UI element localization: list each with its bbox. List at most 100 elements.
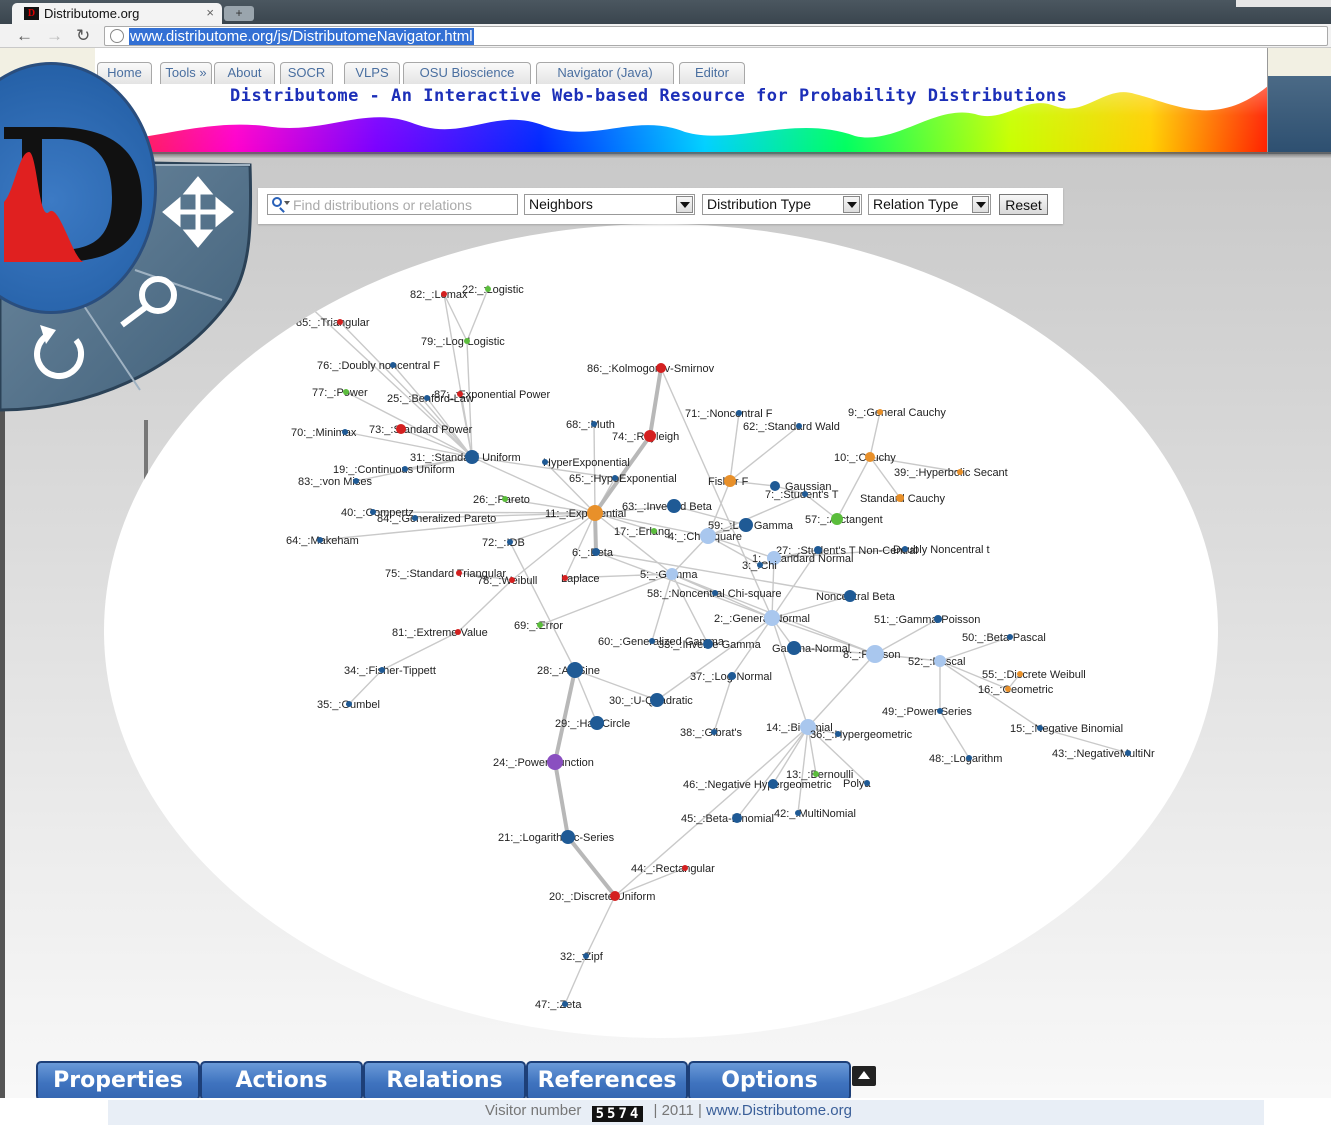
graph-edge[interactable] xyxy=(553,761,570,838)
node-marker[interactable] xyxy=(724,475,736,487)
node-label[interactable]: 55:_:Discrete Weibull xyxy=(982,669,1086,681)
distribution-node[interactable]: 4:_:Chi-Square xyxy=(668,528,742,544)
tab-references[interactable]: References xyxy=(526,1061,688,1101)
distribution-node[interactable]: 83:_:von Mises xyxy=(298,476,372,488)
site-nav-tab[interactable]: OSU Bioscience xyxy=(403,62,531,84)
graph-edge[interactable] xyxy=(319,512,596,541)
relation-type-select[interactable]: Relation Type xyxy=(868,194,991,215)
forward-arrow-icon[interactable]: → xyxy=(46,26,63,45)
node-marker[interactable] xyxy=(957,469,963,475)
node-marker[interactable] xyxy=(485,286,491,292)
search-icon[interactable] xyxy=(272,197,282,207)
graph-edge[interactable] xyxy=(939,660,1041,729)
graph-edge[interactable] xyxy=(771,595,851,619)
distribution-node[interactable]: 7:_:Student's T xyxy=(765,489,839,501)
distribution-node[interactable]: 46:_:Negative Hypergeometric xyxy=(683,779,832,791)
node-label[interactable]: 7:_:Student's T xyxy=(765,489,839,501)
site-nav-tab[interactable]: Tools » xyxy=(160,62,212,84)
node-marker[interactable] xyxy=(656,363,666,373)
tab-actions[interactable]: Actions xyxy=(200,1061,363,1101)
distribution-node[interactable]: 30:_:U-Quadratic xyxy=(609,693,693,707)
reset-button[interactable]: Reset xyxy=(999,194,1048,215)
graph-edge[interactable] xyxy=(443,293,468,342)
site-nav-tab[interactable]: Home xyxy=(97,62,152,84)
node-marker[interactable] xyxy=(587,505,603,521)
node-marker[interactable] xyxy=(802,491,808,497)
distribution-node[interactable]: 68:_:Muth xyxy=(566,419,615,431)
search-input[interactable] xyxy=(293,196,513,213)
distribution-node[interactable]: 40:_:Gompertz xyxy=(341,507,414,519)
node-marker[interactable] xyxy=(502,496,508,502)
distribution-node[interactable]: 43:_:NegativeMultiNr xyxy=(1052,748,1155,760)
graph-edge[interactable] xyxy=(509,512,596,543)
collapse-panel-button[interactable] xyxy=(852,1066,876,1086)
node-label[interactable]: 26:_:Pareto xyxy=(473,494,530,506)
distribution-node[interactable]: 42:_:MultiNomial xyxy=(774,808,856,820)
graph-edge[interactable] xyxy=(939,636,1011,662)
distribution-node[interactable]: 55:_:Discrete Weibull xyxy=(982,669,1086,681)
graph-edge[interactable] xyxy=(593,423,596,514)
node-label[interactable]: 36:_:Hypergeometric xyxy=(810,729,913,741)
chevron-down-icon[interactable] xyxy=(972,196,989,213)
graph-edge[interactable] xyxy=(381,631,459,671)
distribution-node[interactable]: 6:_:Beta xyxy=(572,547,614,559)
graph-edge[interactable] xyxy=(869,411,881,458)
distribution-node[interactable]: 25:_:Benford-Law xyxy=(387,393,474,405)
node-label[interactable]: 84:_:Generalized Pareto xyxy=(377,513,496,525)
graph-edge[interactable] xyxy=(771,617,876,655)
graph-edge[interactable] xyxy=(544,461,596,514)
graph-edge[interactable] xyxy=(729,412,740,482)
node-marker[interactable] xyxy=(712,590,718,596)
distribution-node[interactable]: 45:_:Beta-Binomial xyxy=(681,813,774,825)
graph-edge[interactable] xyxy=(804,493,838,520)
node-label[interactable]: 57:_:Arctangent xyxy=(805,514,883,526)
node-label[interactable]: 27:_:Student's T Non-Central xyxy=(776,545,918,557)
address-bar[interactable]: www.distributome.org/js/DistributomeNavi… xyxy=(104,26,1328,46)
graph-edge[interactable] xyxy=(671,535,709,575)
search-dropdown-icon[interactable] xyxy=(284,201,290,205)
site-nav-tab[interactable]: SOCR xyxy=(280,62,333,84)
graph-edge[interactable] xyxy=(466,288,489,342)
site-nav-tab[interactable]: About xyxy=(214,62,275,84)
distribution-node[interactable]: 36:_:Hypergeometric xyxy=(810,729,913,741)
rotate-icon[interactable] xyxy=(34,325,85,380)
node-marker[interactable] xyxy=(1037,725,1043,731)
graph-edge[interactable] xyxy=(731,617,773,677)
node-marker[interactable] xyxy=(562,575,568,581)
graph-edge[interactable] xyxy=(614,726,809,897)
node-marker[interactable] xyxy=(1017,671,1023,677)
node-label[interactable]: 13:_:Bernoulli xyxy=(786,769,853,781)
node-marker[interactable] xyxy=(402,466,408,472)
distribution-node[interactable]: 70:_:Minimax xyxy=(291,427,357,439)
distribution-node[interactable]: 52:_:Pascal xyxy=(908,655,965,668)
node-label[interactable]: 62:_:Standard Wald xyxy=(743,421,840,433)
graph-edge[interactable] xyxy=(564,573,673,579)
distribution-node[interactable]: 44:_:Rectangular xyxy=(631,863,715,875)
site-nav-tab[interactable]: Navigator (Java) xyxy=(536,62,674,84)
distribution-node[interactable]: 33:_:Inverse Gamma xyxy=(658,639,762,651)
distribution-node[interactable]: 17:_:Erlang xyxy=(614,526,670,538)
node-label[interactable]: Polya xyxy=(843,778,871,790)
node-marker[interactable] xyxy=(732,813,742,823)
node-label[interactable]: 76:_:Doubly noncentral F xyxy=(317,360,440,372)
node-marker[interactable] xyxy=(770,481,780,491)
graph-edge[interactable] xyxy=(509,541,576,671)
node-marker[interactable] xyxy=(343,389,349,395)
node-marker[interactable] xyxy=(934,615,942,623)
distribution-node[interactable]: 28:_:ArcSine xyxy=(537,662,600,678)
graph-edge[interactable] xyxy=(344,431,473,458)
graph-viewport[interactable]: .TSP 82:_:Lomax 22:_:Logistic 85:_:Triangul… xyxy=(104,224,1218,1038)
node-marker[interactable] xyxy=(650,693,664,707)
distribution-node[interactable]: 9:_:General Cauchy xyxy=(848,407,946,419)
graph-edge[interactable] xyxy=(585,895,616,957)
distribution-node[interactable]: 81:_:Extreme Value xyxy=(392,627,488,639)
distribution-node[interactable]: Standard Cauchy xyxy=(860,493,945,505)
node-marker[interactable] xyxy=(346,701,352,707)
node-marker[interactable] xyxy=(937,708,943,714)
graph-edge[interactable] xyxy=(729,425,800,482)
site-nav-tab[interactable]: VLPS xyxy=(344,62,400,84)
distribution-node[interactable]: 8:_:Poisson xyxy=(843,645,900,663)
distribution-node[interactable]: 34:_:Fisher-Tippett xyxy=(344,665,436,677)
node-marker[interactable] xyxy=(509,577,515,583)
node-label[interactable]: .TSP xyxy=(292,285,316,297)
